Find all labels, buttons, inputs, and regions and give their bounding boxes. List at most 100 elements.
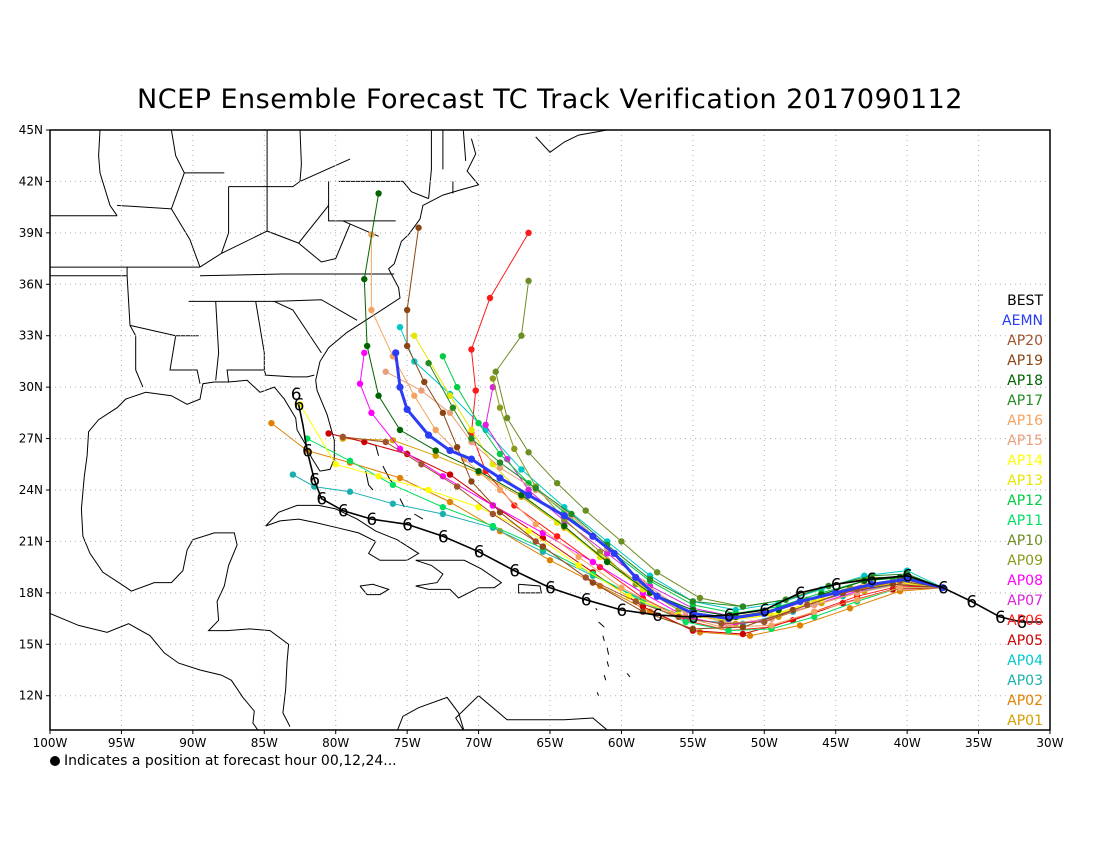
track-point	[346, 457, 354, 465]
legend-item-best: BEST	[1007, 293, 1043, 309]
track-point	[746, 632, 754, 639]
track-point	[356, 380, 364, 387]
track-point	[439, 353, 447, 360]
coastline-segment	[226, 301, 265, 383]
track-point	[361, 275, 368, 283]
x-tick-label: 85W	[251, 736, 278, 750]
track-point	[418, 387, 425, 394]
legend-item-ap02: AP02	[1007, 693, 1043, 709]
footnote-text: Indicates a position at forecast hour 00…	[64, 753, 397, 769]
track-point	[632, 598, 639, 605]
track-point	[796, 597, 804, 606]
track-point	[489, 461, 497, 468]
track-point	[361, 349, 368, 357]
coastline-segment	[220, 186, 230, 254]
track-point	[382, 368, 389, 375]
track-point	[446, 409, 454, 417]
track-ap17	[425, 359, 947, 610]
x-tick-label: 60W	[608, 736, 635, 750]
track-point	[368, 306, 375, 314]
track-point	[539, 529, 547, 537]
track-point	[346, 488, 354, 495]
track-point	[603, 550, 611, 557]
track-point	[718, 620, 725, 627]
track-point	[625, 593, 632, 600]
legend-item-ap01: AP01	[1007, 713, 1043, 729]
track-point	[768, 622, 775, 629]
track-point	[725, 627, 732, 634]
track-point	[468, 435, 475, 442]
coastline-segment	[602, 635, 605, 642]
track-point	[489, 510, 497, 518]
track-point	[553, 519, 561, 526]
track-point	[389, 481, 397, 489]
track-point	[446, 392, 454, 399]
track-point	[289, 471, 297, 478]
track-point	[496, 509, 504, 516]
hurricane-symbol-icon: 6	[995, 608, 1006, 628]
track-point	[475, 503, 482, 511]
x-tick-label: 30W	[1036, 736, 1063, 750]
track-point	[492, 368, 499, 375]
track-point	[689, 625, 697, 633]
coastline-segment	[129, 324, 199, 337]
track-point	[568, 510, 575, 518]
track-point	[653, 569, 661, 576]
legend-item-ap16: AP16	[1007, 413, 1043, 429]
track-point	[853, 596, 861, 603]
x-tick-label: 65W	[536, 736, 563, 750]
track-point	[696, 629, 704, 636]
coastline-segment	[298, 224, 351, 263]
track-point	[403, 405, 411, 414]
coastline-segment	[606, 647, 610, 655]
track-point	[403, 342, 411, 350]
x-tick-label: 70W	[465, 736, 492, 750]
track-point	[453, 483, 461, 490]
track-point	[453, 443, 461, 451]
track-point	[339, 433, 347, 441]
hurricane-symbol-icon: 6	[724, 606, 735, 626]
x-tick-label: 75W	[394, 736, 421, 750]
coastline-segment	[98, 130, 118, 216]
track-point	[482, 421, 489, 429]
track-point	[575, 553, 582, 561]
track-point	[525, 486, 532, 494]
legend-item-ap04: AP04	[1007, 653, 1043, 669]
track-point	[682, 618, 689, 626]
track-point	[361, 438, 368, 446]
hurricane-symbol-icon: 6	[309, 471, 320, 491]
coastline-segment	[518, 583, 543, 594]
track-ap16	[368, 231, 947, 631]
track-point	[432, 452, 439, 459]
track-point	[396, 426, 404, 434]
track-point	[382, 438, 389, 446]
track-point	[518, 466, 525, 473]
position-dot-icon	[50, 756, 60, 766]
coastline-segment	[414, 513, 424, 520]
track-point	[411, 392, 418, 399]
legend-item-ap11: AP11	[1007, 513, 1043, 529]
y-tick-label: 30N	[19, 380, 43, 394]
track-point	[553, 533, 561, 540]
track-point	[368, 409, 375, 417]
track-point	[832, 589, 840, 597]
track-point	[896, 584, 904, 591]
legend-item-ap10: AP10	[1007, 533, 1043, 549]
x-tick-label: 45W	[822, 736, 849, 750]
track-point	[525, 527, 532, 535]
track-point	[524, 491, 533, 499]
track-point	[803, 601, 811, 609]
hurricane-symbol-icon: 6	[366, 510, 377, 530]
track-point	[332, 461, 339, 468]
coastline-segment	[415, 559, 503, 599]
legend-item-ap03: AP03	[1007, 673, 1043, 689]
coastline-segment	[188, 299, 358, 321]
legend-item-ap17: AP17	[1007, 393, 1043, 409]
legend-item-ap18: AP18	[1007, 373, 1043, 389]
hurricane-symbol-icon: 6	[402, 515, 413, 535]
track-point	[511, 445, 518, 453]
hurricane-symbol-icon: 6	[831, 575, 842, 595]
track-point	[446, 446, 454, 455]
coastline-segment	[462, 130, 467, 161]
coastline-layer	[50, 130, 631, 730]
